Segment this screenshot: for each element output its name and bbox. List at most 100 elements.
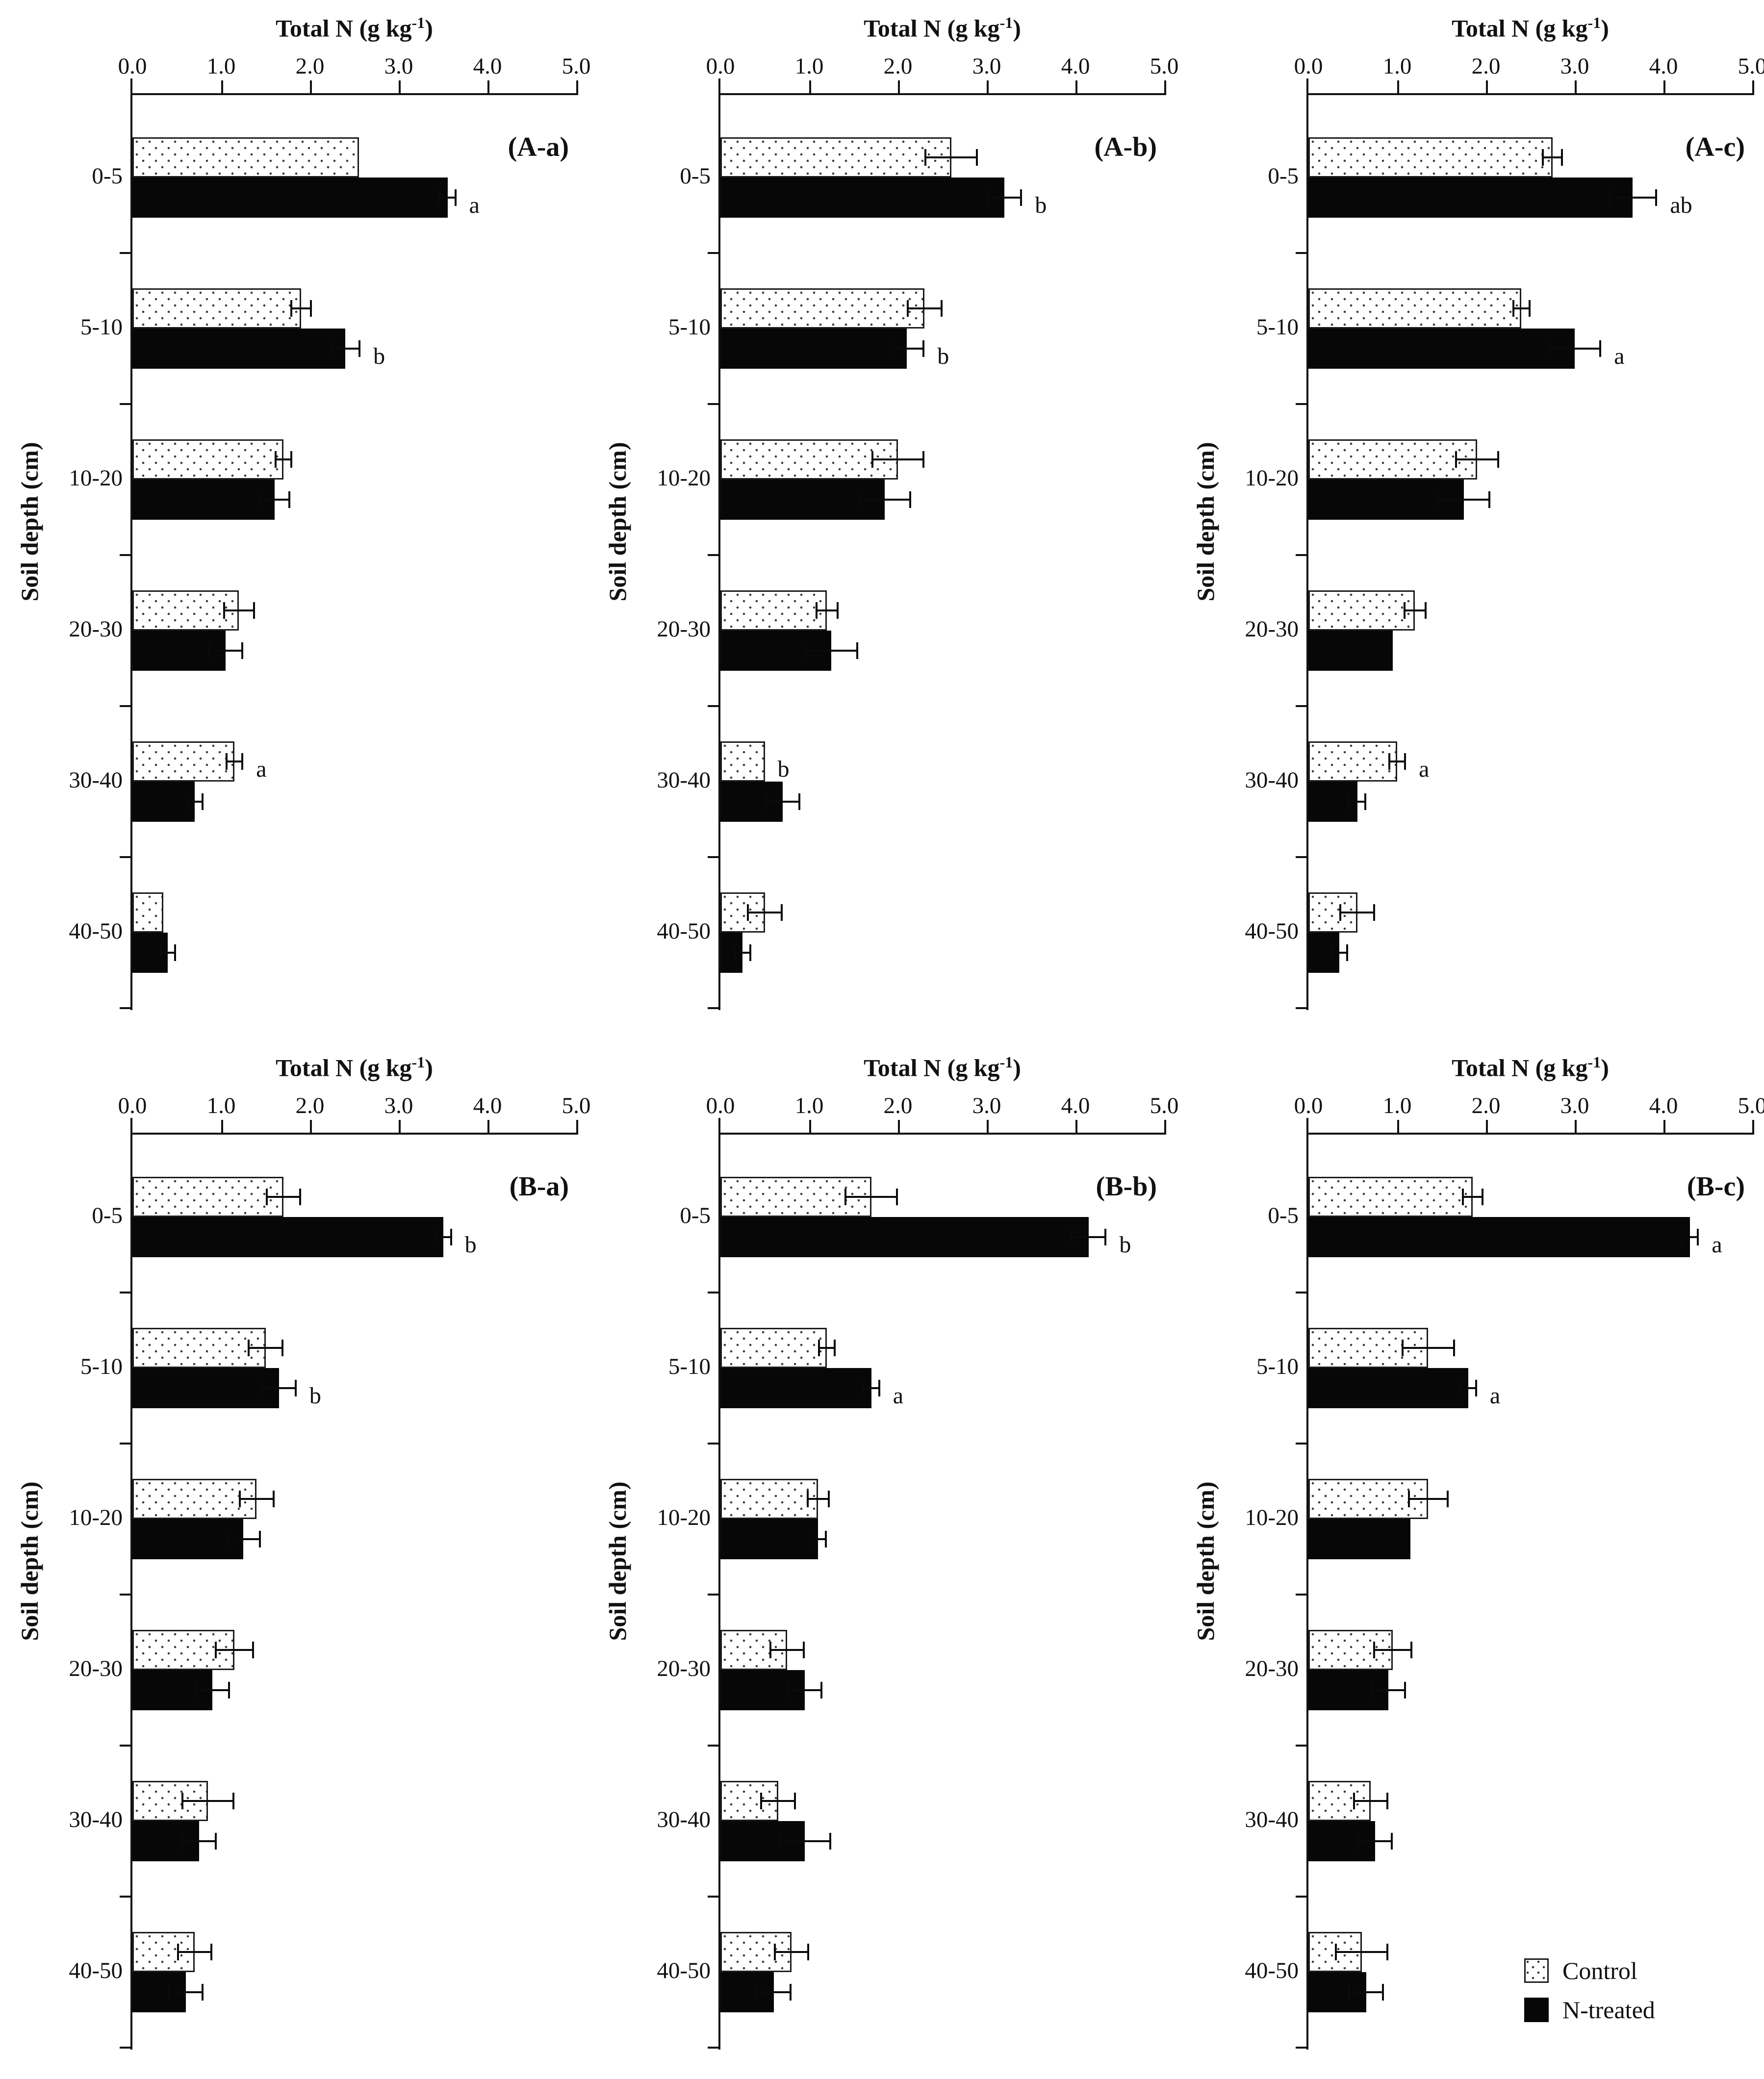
cat-label-0-5: 0-5: [680, 163, 711, 189]
cat-label-5-10: 5-10: [1256, 314, 1299, 340]
error-bar-control-5-10: [248, 1347, 283, 1349]
error-bar-treated-5-10: [862, 1387, 880, 1389]
treated-bar-5-10: [1308, 1368, 1468, 1408]
control-bar-5-10: [720, 288, 925, 329]
error-bar-control-20-30: [1373, 1649, 1412, 1651]
control-bar-40-50: [720, 892, 765, 933]
error-cap: [1364, 793, 1366, 810]
error-cap: [1330, 944, 1333, 961]
error-bar-treated-40-50: [734, 952, 752, 954]
x-axis-tick: [1752, 80, 1754, 93]
xtick-label-3.0: 3.0: [1560, 53, 1589, 79]
legend-row-control: Control: [1524, 1956, 1655, 1985]
panel-id-label: (B-b): [1096, 1171, 1157, 1202]
xtick-label-1.0: 1.0: [206, 53, 236, 79]
sig-letter-treated-5-10: a: [1614, 343, 1625, 369]
error-cap: [836, 602, 839, 619]
error-cap: [756, 1984, 758, 2001]
xtick-label-1.0: 1.0: [1382, 53, 1412, 79]
xtick-label-2.0: 2.0: [883, 1093, 913, 1118]
error-cap: [201, 1984, 204, 2001]
x-axis-tick: [310, 1120, 312, 1133]
error-bar-treated-10-20: [258, 499, 291, 501]
error-cap: [1388, 753, 1390, 770]
error-cap: [174, 944, 176, 961]
panel-B-a: Total N (g kg-1) 0.0 1.0 2.0 3.0 4.0 5.0 Soil d…: [0, 1040, 590, 2079]
error-cap: [330, 340, 332, 357]
panel-id-label: (A-b): [1094, 132, 1157, 162]
cat-label-40-50: 40-50: [657, 918, 711, 944]
x-axis-tick: [576, 1120, 578, 1133]
error-cap: [272, 1491, 275, 1507]
error-cap: [907, 300, 909, 317]
error-cap: [1403, 602, 1406, 619]
error-cap: [1381, 1984, 1384, 2001]
treated-bar-10-20: [1308, 1519, 1411, 1559]
sig-letter-treated-0-5: b: [1035, 192, 1047, 218]
error-bar-treated-30-40: [181, 1840, 217, 1842]
treated-bar-5-10: [132, 329, 346, 369]
y-axis-tick: [120, 252, 130, 254]
error-cap: [168, 1984, 170, 2001]
error-cap: [1488, 491, 1491, 508]
error-cap: [358, 340, 361, 357]
error-cap: [248, 1340, 250, 1356]
error-cap: [1346, 944, 1349, 961]
control-bar-0-5: [720, 137, 951, 177]
error-cap: [281, 1340, 283, 1356]
control-bar-10-20: [720, 439, 898, 480]
x-axis-tick: [487, 1120, 489, 1133]
error-cap: [288, 491, 291, 508]
error-cap: [1455, 451, 1457, 468]
xtick-label-5.0: 5.0: [1150, 53, 1179, 79]
y-axis-tick: [708, 1443, 718, 1445]
error-cap: [290, 451, 292, 468]
error-cap: [1681, 1229, 1684, 1245]
error-cap: [214, 1833, 217, 1850]
error-cap: [1335, 1944, 1337, 1960]
error-bar-treated-0-5: [1071, 1236, 1107, 1238]
x-axis-tick: [1575, 1120, 1577, 1133]
error-cap: [922, 451, 925, 468]
error-bar-treated-40-50: [1330, 952, 1349, 954]
xtick-label-2.0: 2.0: [1471, 1093, 1501, 1118]
error-cap: [806, 1491, 809, 1507]
error-cap: [1497, 451, 1500, 468]
x-axis-tick: [1164, 80, 1166, 93]
cat-label-40-50: 40-50: [1245, 1958, 1299, 1983]
error-cap: [259, 1531, 261, 1547]
error-bar-treated-10-20: [858, 499, 912, 501]
error-cap: [241, 753, 244, 770]
cat-label-0-5: 0-5: [1268, 163, 1299, 189]
error-bar-treated-40-50: [1348, 1991, 1384, 1993]
control-bar-10-20: [132, 1479, 257, 1519]
cat-label-0-5: 0-5: [92, 163, 123, 189]
error-cap: [987, 189, 989, 206]
error-cap: [194, 1682, 197, 1699]
error-bar-control-5-10: [818, 1347, 836, 1349]
control-bar-10-20: [720, 1479, 818, 1519]
error-cap: [802, 1642, 805, 1658]
error-bar-treated-5-10: [889, 348, 925, 350]
treated-bar-5-10: [720, 1368, 871, 1408]
error-cap: [1339, 904, 1342, 921]
sig-letter-control-30-40: a: [256, 756, 267, 782]
sig-letter-treated-5-10: a: [1489, 1383, 1501, 1409]
y-axis-label: Soil depth (cm): [604, 442, 631, 602]
error-bar-control-20-30: [215, 1649, 254, 1651]
error-cap: [1542, 149, 1544, 166]
error-cap: [1459, 1380, 1461, 1396]
error-cap: [940, 300, 943, 317]
y-axis-label: Soil depth (cm): [1192, 442, 1219, 602]
error-bar-control-30-40: [1353, 1800, 1388, 1802]
x-axis-line: [1308, 93, 1754, 95]
control-bar-20-30: [1308, 590, 1415, 631]
error-bar-control-10-20: [1455, 458, 1500, 460]
error-cap: [228, 1682, 230, 1699]
x-axis-line: [720, 93, 1166, 95]
y-axis-label: Soil depth (cm): [604, 1481, 631, 1641]
y-axis-tick: [120, 403, 130, 405]
control-bar-20-30: [720, 590, 827, 631]
y-axis-tick: [708, 1007, 718, 1009]
y-axis-tick: [120, 1745, 130, 1747]
